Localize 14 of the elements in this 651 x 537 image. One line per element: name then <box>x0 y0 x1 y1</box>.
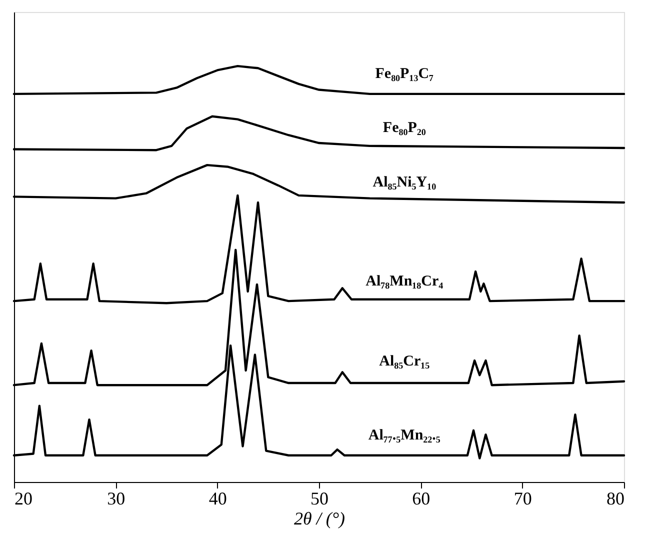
series-label: Al₇₇.₅Mn₂₂.₅ <box>368 428 441 444</box>
x-tick-label: 70 <box>514 488 532 508</box>
series-label: Fe₈₀P₁₃C₇ <box>375 66 434 82</box>
x-tick-label: 60 <box>412 488 430 508</box>
x-tick-label: 80 <box>606 488 624 508</box>
x-tick-label: 40 <box>208 488 227 508</box>
x-axis-title: 2θ / (°) <box>294 508 346 528</box>
series-label: Al₇₈Mn₁₈Cr₄ <box>366 273 444 290</box>
series-label: Al₈₅Ni₅Y₁₀ <box>372 174 437 191</box>
series-label: Al₈₅Cr₁₅ <box>379 354 430 370</box>
x-tick-label: 30 <box>107 488 126 508</box>
x-tick-label: 50 <box>310 488 328 508</box>
series-label: Fe₈₀P₂₀ <box>382 120 426 136</box>
x-tick-label: 20 <box>14 488 32 508</box>
